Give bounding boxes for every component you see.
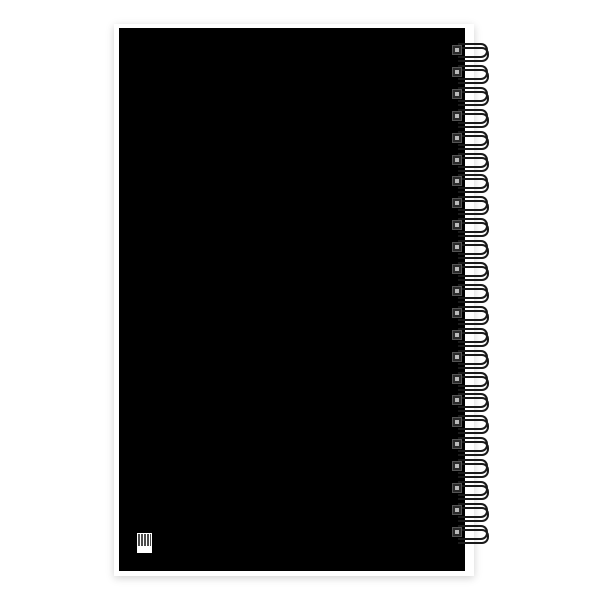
punch-hole xyxy=(452,132,462,143)
spiral-ring xyxy=(440,42,500,62)
ring-loop xyxy=(458,309,489,325)
spiral-ring xyxy=(440,239,500,260)
spiral-ring xyxy=(440,436,500,457)
punch-hole xyxy=(452,504,462,515)
qr-code-label xyxy=(137,533,152,553)
notebook-back-cover xyxy=(119,28,465,571)
punch-hole xyxy=(452,329,462,340)
spiral-ring xyxy=(440,327,500,347)
spiral-ring xyxy=(440,130,500,150)
ring-loop xyxy=(458,397,489,413)
spiral-ring xyxy=(440,173,500,194)
ring-loop xyxy=(458,485,489,500)
spiral-ring xyxy=(440,349,500,369)
ring-loop xyxy=(458,331,489,347)
ring-loop xyxy=(458,200,489,216)
punch-hole xyxy=(452,242,462,253)
punch-hole xyxy=(452,307,462,318)
punch-hole xyxy=(452,351,462,362)
spiral-ring xyxy=(440,217,500,238)
ring-loop xyxy=(458,134,489,150)
punch-hole xyxy=(452,110,462,121)
spiral-ring xyxy=(440,108,500,128)
punch-hole xyxy=(452,264,462,274)
punch-hole xyxy=(452,220,462,231)
ring-loop xyxy=(458,47,489,62)
spiral-ring xyxy=(440,458,500,479)
spiral-ring xyxy=(440,524,500,544)
spiral-ring xyxy=(440,414,500,435)
punch-hole xyxy=(452,176,462,187)
punch-hole xyxy=(452,154,462,165)
ring-loop xyxy=(458,441,489,457)
spiral-ring xyxy=(440,64,500,84)
spiral-binding xyxy=(440,30,500,570)
spiral-ring xyxy=(440,305,500,325)
spiral-ring xyxy=(440,195,500,216)
ring-loop xyxy=(458,68,489,84)
ring-loop xyxy=(458,528,489,544)
spiral-ring xyxy=(440,480,500,500)
punch-hole xyxy=(452,198,462,209)
ring-loop xyxy=(458,156,489,172)
punch-hole xyxy=(452,373,462,384)
spiral-ring xyxy=(440,392,500,413)
spiral-ring xyxy=(440,371,500,391)
qr-code-icon xyxy=(138,534,151,546)
ring-loop xyxy=(458,178,489,194)
punch-hole xyxy=(452,526,462,537)
spiral-ring xyxy=(440,502,500,522)
spiral-ring xyxy=(440,86,500,106)
ring-loop xyxy=(458,506,489,522)
ring-loop xyxy=(458,112,489,128)
punch-hole xyxy=(452,66,462,77)
ring-loop xyxy=(458,419,489,435)
ring-loop xyxy=(458,266,489,281)
spiral-ring xyxy=(440,152,500,172)
ring-loop xyxy=(458,287,489,303)
punch-hole xyxy=(452,88,462,99)
ring-loop xyxy=(458,463,489,479)
ring-loop xyxy=(458,90,489,106)
ring-loop xyxy=(458,244,489,260)
punch-hole xyxy=(452,395,462,406)
punch-hole xyxy=(452,439,462,450)
ring-loop xyxy=(458,222,489,238)
punch-hole xyxy=(452,45,462,55)
spiral-ring xyxy=(440,283,500,303)
ring-loop xyxy=(458,353,489,369)
ring-loop xyxy=(458,375,489,391)
punch-hole xyxy=(452,417,462,428)
punch-hole xyxy=(452,483,462,493)
punch-hole xyxy=(452,461,462,472)
spiral-ring xyxy=(440,261,500,281)
punch-hole xyxy=(452,285,462,296)
